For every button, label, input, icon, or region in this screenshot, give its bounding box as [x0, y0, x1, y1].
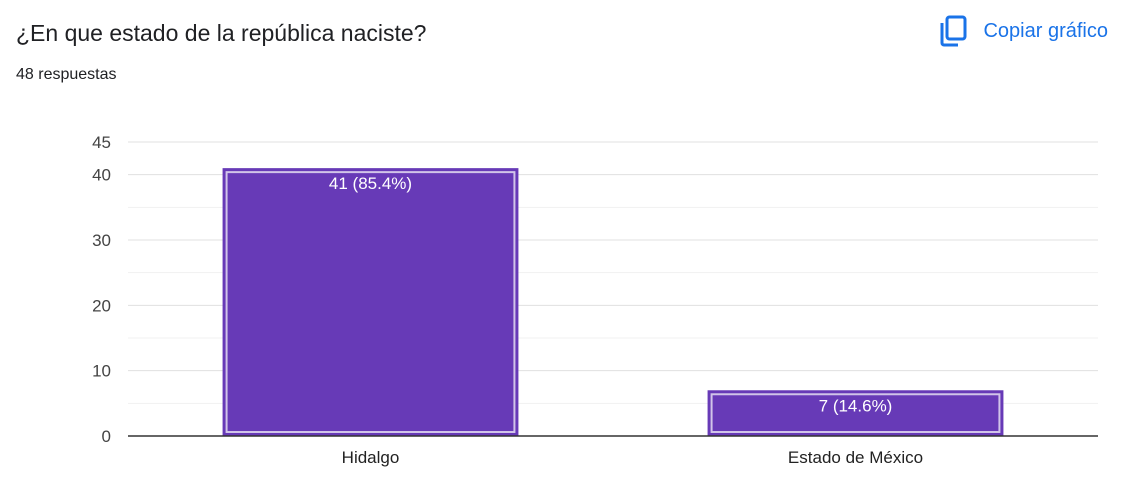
bar-selection-outline	[225, 171, 516, 434]
bar-selection-outline	[710, 393, 1001, 433]
y-tick-label: 30	[92, 231, 111, 250]
question-title: ¿En que estado de la república naciste?	[16, 20, 427, 46]
x-category-label: Estado de México	[788, 448, 923, 467]
copy-chart-label: Copiar gráfico	[983, 19, 1108, 42]
copy-icon	[939, 15, 967, 47]
y-tick-label: 10	[92, 362, 111, 381]
bar-2	[707, 390, 1004, 436]
y-tick-label: 20	[92, 296, 111, 315]
bar-chart: 0 10 20 30 40 45 Hidalgo 41 (85.4%) Estado de Mé…	[0, 120, 1134, 482]
data-label: 41 (85.4%)	[329, 174, 412, 193]
y-tick-label: 45	[92, 133, 111, 152]
copy-chart-button[interactable]: Copiar gráfico	[939, 14, 1108, 48]
y-tick-label: 40	[92, 166, 111, 185]
y-tick-label: 0	[102, 427, 111, 446]
response-count: 48 respuestas	[16, 66, 117, 83]
bar-1	[222, 168, 519, 436]
x-category-label: Hidalgo	[342, 448, 400, 467]
chart-svg: 0 10 20 30 40 45 Hidalgo 41 (85.4%) Estado de Mé…	[92, 133, 1098, 467]
data-label: 7 (14.6%)	[819, 396, 893, 415]
